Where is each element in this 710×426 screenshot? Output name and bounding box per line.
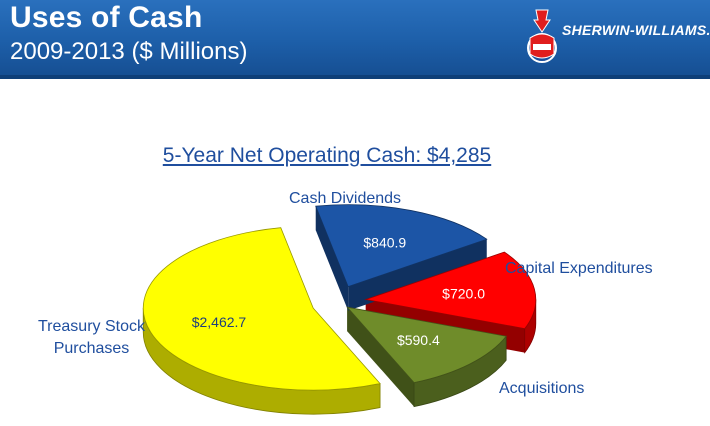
pie-slice-cash-dividends (315, 204, 488, 288)
sherwin-williams-cover-the-earth-icon (527, 9, 557, 63)
logo-text: SHERWIN-WILLIAMS. (562, 22, 710, 38)
page-title: Uses of Cash (10, 1, 203, 34)
page-subtitle: 2009-2013 ($ Millions) (10, 38, 248, 65)
label-acquisitions: Acquisitions (499, 380, 585, 397)
value-label-treasury-stock-purchases: $2,462.7 (192, 314, 247, 330)
label-cash-dividends: Cash Dividends (289, 190, 402, 207)
label-capital-expenditures: Capital Expenditures (505, 260, 653, 277)
chart-title: 5-Year Net Operating Cash: $4,285 (162, 144, 492, 167)
pie-tops (142, 204, 537, 391)
header-bar: Uses of Cash 2009-2013 ($ Millions) SHER… (0, 0, 710, 75)
company-logo: SHERWIN-WILLIAMS. (524, 8, 710, 68)
pie-face-cash-dividends (315, 206, 349, 311)
pie-value-labels: $840.9 $720.0 $590.4 $2,462.7 (192, 235, 485, 349)
value-label-acquisitions: $590.4 (397, 332, 440, 348)
label-treasury-stock-purchases: Treasury Stock Purchases (38, 318, 145, 357)
pie-slice-capital-expenditures (364, 251, 537, 330)
header-divider (0, 75, 710, 79)
value-label-capital-expenditures: $720.0 (442, 285, 485, 301)
value-label-cash-dividends: $840.9 (363, 235, 406, 251)
pie-face-cash-dividends (348, 239, 487, 311)
pie-slice-treasury-stock-purchases (142, 227, 381, 391)
pie-slice-acquisitions (346, 306, 507, 384)
